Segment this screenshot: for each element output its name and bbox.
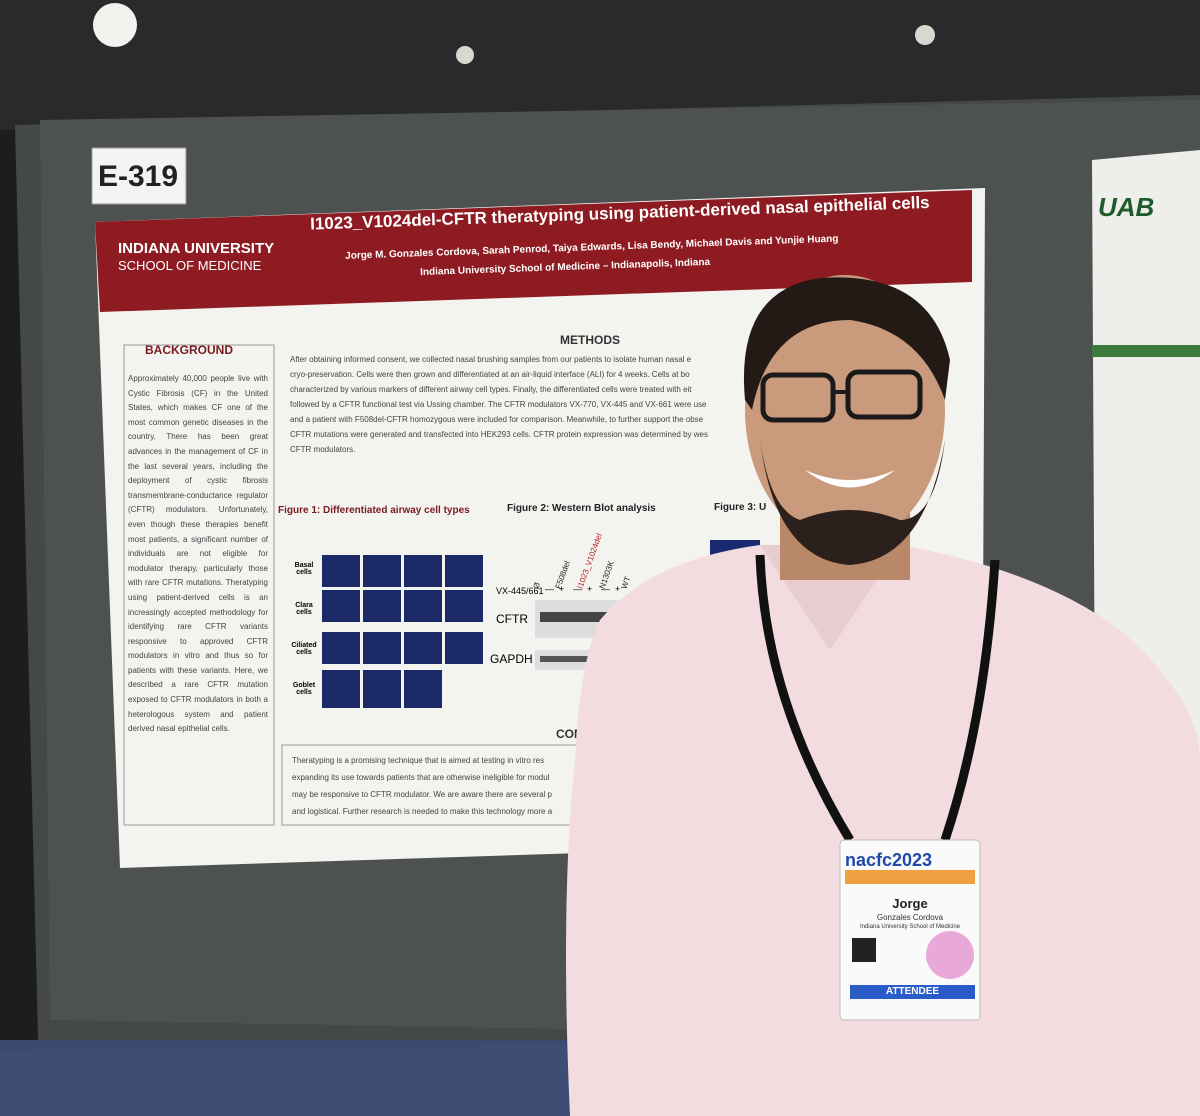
- row-label: Clara cells: [295, 602, 313, 616]
- lane-sign: —: [573, 584, 585, 594]
- figure-row-labels: Basal cells Clara cells Ciliated cells Gobl…: [288, 560, 320, 720]
- lane-sign: —: [545, 584, 557, 594]
- conclusion-line: and logistical. Further research is need…: [292, 807, 553, 816]
- conclusion-text: Theratyping is a promising technique tha…: [292, 752, 552, 820]
- methods-line: characterized by various markers of diff…: [290, 385, 692, 394]
- band-label: GAPDH: [490, 652, 533, 666]
- row-label: Goblet cells: [292, 682, 316, 696]
- university: INDIANA UNIVERSITY: [118, 240, 275, 257]
- methods-line: After obtaining informed consent, we col…: [290, 355, 692, 364]
- methods-heading: METHODS: [560, 333, 620, 347]
- methods-line: CFTR modulators.: [290, 445, 356, 454]
- figure-title: Figure 2: Western Blot analysis: [507, 503, 656, 514]
- lane-sign: +: [615, 584, 624, 594]
- badge-first-name: Jorge: [892, 896, 928, 911]
- row-label: Basal cells: [294, 562, 314, 576]
- badge-last-name: Gonzales Cordova: [876, 913, 944, 922]
- lane-signs: — + — + — +: [545, 584, 629, 594]
- background-heading: BACKGROUND: [145, 343, 233, 357]
- lane-sign: +: [587, 584, 596, 594]
- neighbor-logo: UAB: [1098, 192, 1155, 222]
- row-label: Ciliated cells: [291, 642, 317, 656]
- treatment-label: VX-445/661: [496, 586, 544, 596]
- background-text: Approximately 40,000 people live with Cy…: [128, 374, 268, 734]
- institution: INDIANA UNIVERSITY SCHOOL OF MEDICINE: [118, 240, 298, 274]
- methods-text: After obtaining informed consent, we col…: [290, 352, 990, 457]
- methods-line: followed by a CFTR functional test via U…: [290, 400, 707, 409]
- methods-line: CFTR mutations were generated and transf…: [290, 430, 708, 439]
- figure-title: Figure 3: U: [714, 502, 767, 513]
- methods-line: and a patient with F508del-CFTR homozygo…: [290, 415, 704, 424]
- booth-number: E-319: [98, 160, 179, 193]
- conclusion-line: may be responsive to CFTR modulator. We …: [292, 790, 552, 799]
- badge-affiliation: Indiana University School of Medicine: [859, 924, 961, 930]
- figure-title: Figure 1: Differentiated airway cell typ…: [278, 505, 470, 516]
- conclusion-line: expanding its use towards patients that …: [292, 773, 550, 782]
- badge-role: ATTENDEE: [885, 986, 940, 997]
- badge-event: nacfc2023: [845, 850, 933, 870]
- methods-line: cryo-preservation. Cells were then grown…: [290, 370, 690, 379]
- band-label: CFTR: [496, 612, 528, 626]
- lane-sign: +: [559, 584, 568, 594]
- school: SCHOOL OF MEDICINE: [118, 258, 262, 273]
- conclusion-line: Theratyping is a promising technique tha…: [292, 756, 545, 765]
- lane-sign: —: [601, 584, 613, 594]
